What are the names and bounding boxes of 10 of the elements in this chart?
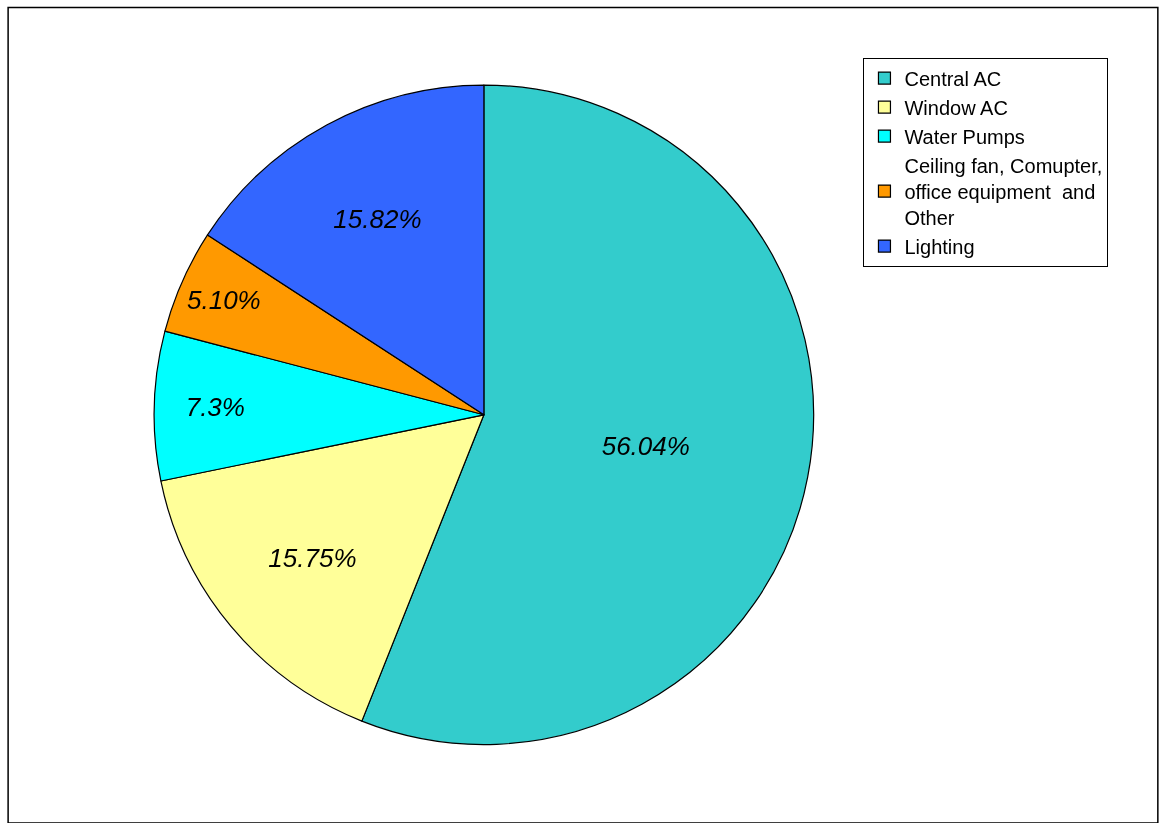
legend-label: Window AC: [904, 96, 1008, 119]
legend-label: Central AC: [904, 67, 1002, 90]
data-label: 56.04%: [601, 430, 690, 461]
data-label: 7.3%: [185, 392, 245, 423]
data-label: 15.75%: [268, 543, 357, 574]
data-label: 5.10%: [186, 284, 261, 315]
legend-label: Ceiling fan, Comupter, office equipment and Other: [904, 154, 1103, 229]
legend-label: Water Pumps: [904, 125, 1025, 148]
data-label: 15.82%: [333, 203, 422, 234]
legend-label: Lighting: [904, 235, 975, 258]
